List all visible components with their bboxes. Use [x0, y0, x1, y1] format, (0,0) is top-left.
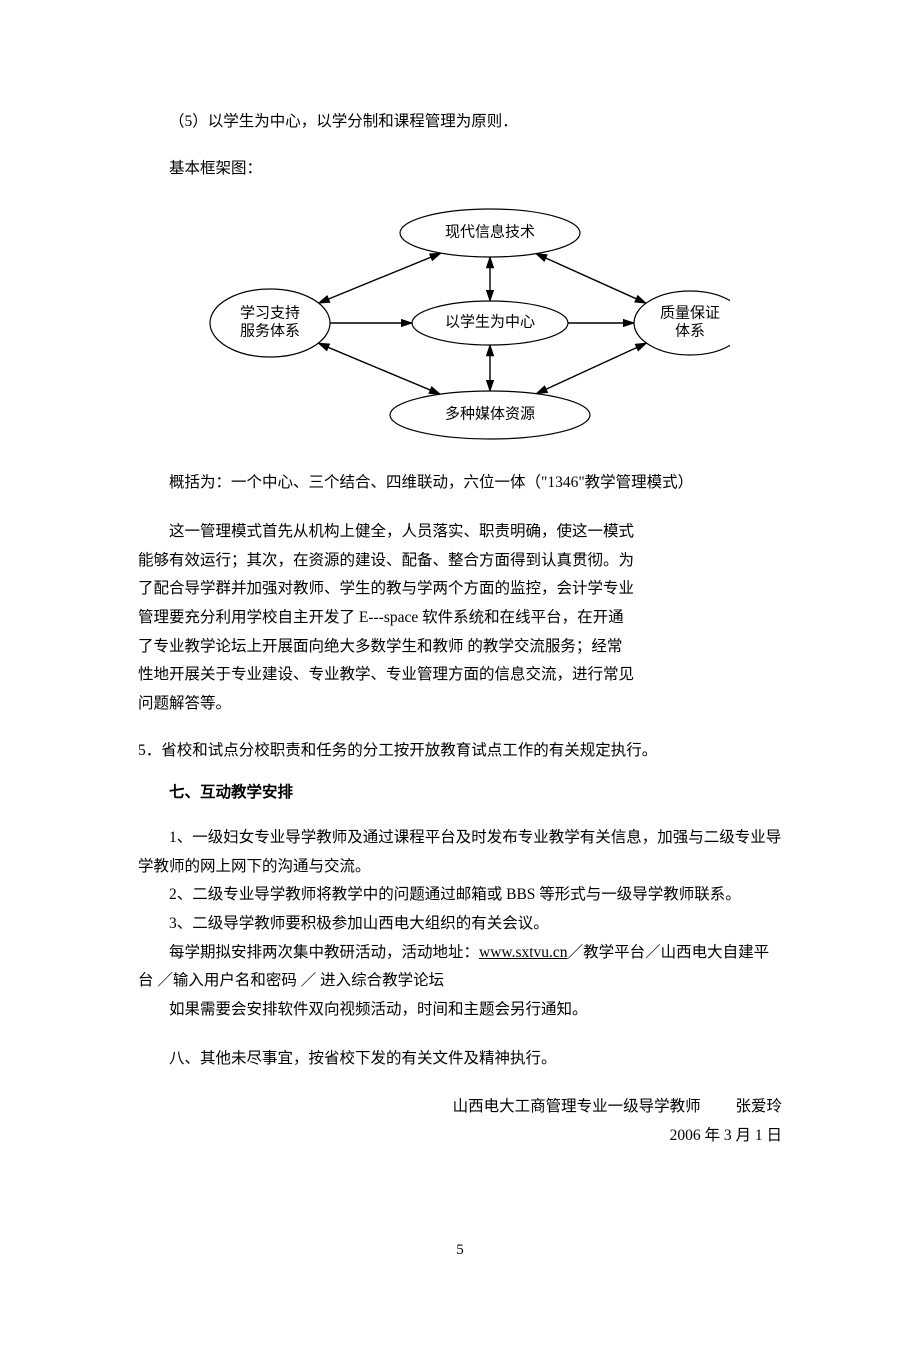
svg-text:服务体系: 服务体系: [240, 323, 300, 340]
section-7-title: 七、互动教学安排: [138, 779, 782, 808]
para-model-desc: 这一管理模式首先从机构上健全，人员落实、职责明确，使这一模式 能够有效运行；其次…: [138, 518, 782, 719]
svg-text:质量保证: 质量保证: [660, 305, 720, 322]
intro-item5: （5）以学生为中心，以学分制和课程管理为原则．: [138, 108, 782, 137]
sec7-p4a: 每学期拟安排两次集中教研活动，活动地址：: [169, 944, 479, 961]
sig-date: 2006 年 3 月 1 日: [138, 1122, 782, 1151]
svg-text:以学生为中心: 以学生为中心: [445, 314, 535, 331]
sig-org: 山西电大工商管理专业一级导学教师: [453, 1098, 701, 1115]
page-number: 5: [138, 1237, 782, 1265]
item-5: 5．省校和试点分校职责和任务的分工按开放教育试点工作的有关规定执行。: [138, 737, 782, 766]
sec7-p5: 如果需要会安排软件双向视频活动，时间和主题会另行通知。: [138, 996, 782, 1025]
sec7-p1: 1、一级妇女专业导学教师及通过课程平台及时发布专业教学有关信息，加强与二级专业导…: [138, 824, 782, 881]
svg-text:体系: 体系: [675, 323, 705, 340]
framework-diagram: 现代信息技术学习支持服务体系 以学生为中心 质量保证体系多种媒体资源: [138, 195, 782, 451]
summary-1346: 概括为：一个中心、三个结合、四维联动，六位一体（"1346"教学管理模式）: [138, 469, 782, 498]
frame-label: 基本框架图：: [138, 155, 782, 184]
sec7-p3: 3、二级导学教师要积极参加山西电大组织的有关会议。: [138, 910, 782, 939]
sec7-p2: 2、二级专业导学教师将教学中的问题通过邮箱或 BBS 等形式与一级导学教师联系。: [138, 881, 782, 910]
svg-text:学习支持: 学习支持: [240, 305, 300, 322]
signature-block: 山西电大工商管理专业一级导学教师 张爱玲 2006 年 3 月 1 日: [138, 1093, 782, 1150]
sec7-url[interactable]: www.sxtvu.cn: [479, 944, 568, 961]
sec7-p4: 每学期拟安排两次集中教研活动，活动地址：www.sxtvu.cn／教学平台／山西…: [138, 939, 782, 996]
section-8: 八、其他未尽事宜，按省校下发的有关文件及精神执行。: [138, 1045, 782, 1074]
svg-text:多种媒体资源: 多种媒体资源: [445, 406, 535, 423]
svg-text:现代信息技术: 现代信息技术: [445, 224, 535, 241]
sig-name: 张爱玲: [735, 1093, 782, 1122]
section-7-body: 1、一级妇女专业导学教师及通过课程平台及时发布专业教学有关信息，加强与二级专业导…: [138, 824, 782, 1025]
